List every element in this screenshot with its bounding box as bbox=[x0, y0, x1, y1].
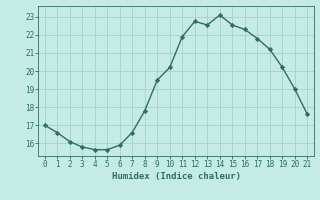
X-axis label: Humidex (Indice chaleur): Humidex (Indice chaleur) bbox=[111, 172, 241, 181]
